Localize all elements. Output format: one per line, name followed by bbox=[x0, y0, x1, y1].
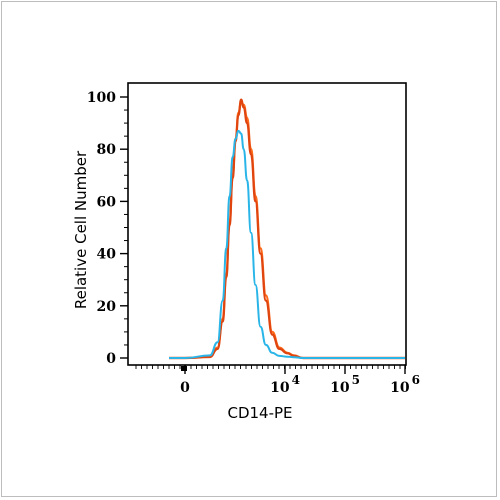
x-axis-title: CD14-PE bbox=[227, 404, 292, 422]
y-tick-label: 0 bbox=[106, 351, 116, 367]
x-tick-base: 10 bbox=[270, 380, 290, 396]
x-tick-exponent: 4 bbox=[292, 373, 300, 387]
x-tick-base: 10 bbox=[330, 380, 350, 396]
y-axis-title: Relative Cell Number bbox=[72, 150, 90, 309]
x-tick-label: 0 bbox=[180, 380, 190, 396]
x-zero-marker bbox=[181, 366, 187, 371]
y-tick-label: 60 bbox=[97, 194, 117, 210]
series-line-1 bbox=[169, 101, 405, 360]
series-line-2 bbox=[169, 98, 405, 360]
y-tick-label: 80 bbox=[97, 142, 117, 158]
y-tick-label: 20 bbox=[97, 299, 117, 315]
x-tick-label: 10 5 bbox=[330, 373, 360, 396]
x-tick-label: 10 4 bbox=[270, 373, 300, 396]
plot-area bbox=[127, 82, 407, 366]
x-tick-base: 10 bbox=[390, 380, 410, 396]
x-tick-label: 10 6 bbox=[390, 373, 420, 396]
x-tick-exponent: 5 bbox=[352, 373, 360, 387]
x-axis: 0 10 4 10 5 10 6 bbox=[135, 365, 420, 396]
series-layer bbox=[169, 98, 405, 360]
x-tick-base: 0 bbox=[180, 380, 190, 396]
x-tick-exponent: 6 bbox=[412, 373, 420, 387]
y-tick-label: 40 bbox=[97, 247, 117, 263]
y-tick-label: 100 bbox=[87, 90, 116, 106]
y-axis: 0 20 40 60 80 100 bbox=[87, 90, 128, 367]
series-line-3 bbox=[169, 129, 405, 359]
